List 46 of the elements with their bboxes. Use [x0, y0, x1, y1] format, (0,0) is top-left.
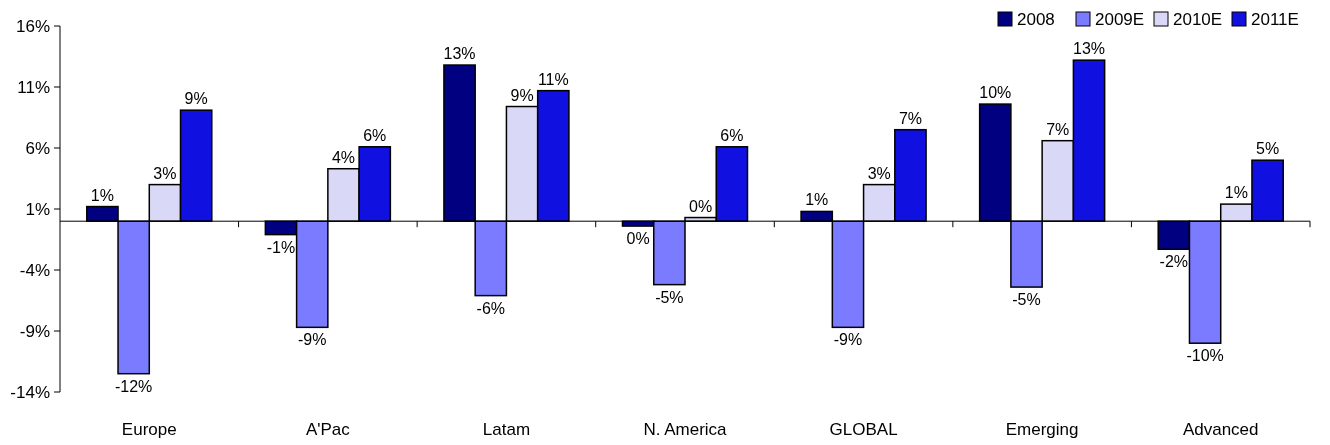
x-tick-label: GLOBAL	[829, 420, 898, 439]
data-label: -10%	[1186, 347, 1224, 365]
data-label: -12%	[114, 377, 153, 395]
data-label: 7%	[1046, 120, 1070, 138]
data-label: 13%	[1073, 40, 1106, 58]
y-tick-label: 6%	[25, 138, 50, 158]
data-label: -6%	[476, 299, 506, 317]
data-label: -5%	[655, 288, 684, 306]
x-tick-label: Emerging	[1005, 420, 1079, 439]
data-label: 13%	[443, 45, 476, 63]
x-tick-label: Advanced	[1182, 420, 1259, 439]
y-tick-label: 11%	[17, 77, 50, 97]
data-label: 3%	[867, 164, 891, 182]
data-label: 3%	[153, 164, 177, 182]
data-label: 6%	[720, 126, 744, 144]
data-label: 1%	[90, 186, 114, 204]
data-label: 9%	[184, 90, 208, 108]
data-label: 7%	[898, 109, 923, 127]
data-label: -9%	[833, 331, 863, 349]
data-label: -9%	[298, 331, 327, 349]
legend-label: 2011E	[1251, 9, 1299, 29]
data-label: 4%	[331, 148, 356, 166]
data-label: -2%	[1159, 253, 1189, 271]
legend-label: 2008	[1017, 9, 1055, 29]
data-label: 1%	[805, 191, 829, 209]
y-tick-label: -9%	[19, 321, 50, 341]
y-tick-label: -14%	[10, 382, 50, 402]
data-label: 1%	[1224, 184, 1248, 202]
legend-label: 2009E	[1095, 9, 1145, 29]
x-tick-label: A'Pac	[305, 420, 351, 439]
y-tick-label: 1%	[25, 199, 50, 219]
data-label: 0%	[626, 230, 650, 248]
x-tick-label: Latam	[482, 420, 531, 439]
x-tick-label: Europe	[121, 420, 177, 439]
data-label: 11%	[537, 70, 569, 88]
y-tick-label: 16%	[15, 16, 50, 36]
data-label: 10%	[979, 84, 1012, 102]
data-label: 9%	[510, 86, 534, 104]
data-label: -1%	[266, 238, 296, 256]
data-label: 0%	[689, 197, 713, 215]
data-label: 6%	[363, 126, 387, 144]
data-label: -5%	[1012, 291, 1041, 309]
y-tick-label: -4%	[19, 260, 50, 280]
legend-label: 2010E	[1173, 9, 1223, 29]
x-tick-label: N. America	[643, 420, 728, 439]
data-label: 5%	[1256, 140, 1280, 158]
